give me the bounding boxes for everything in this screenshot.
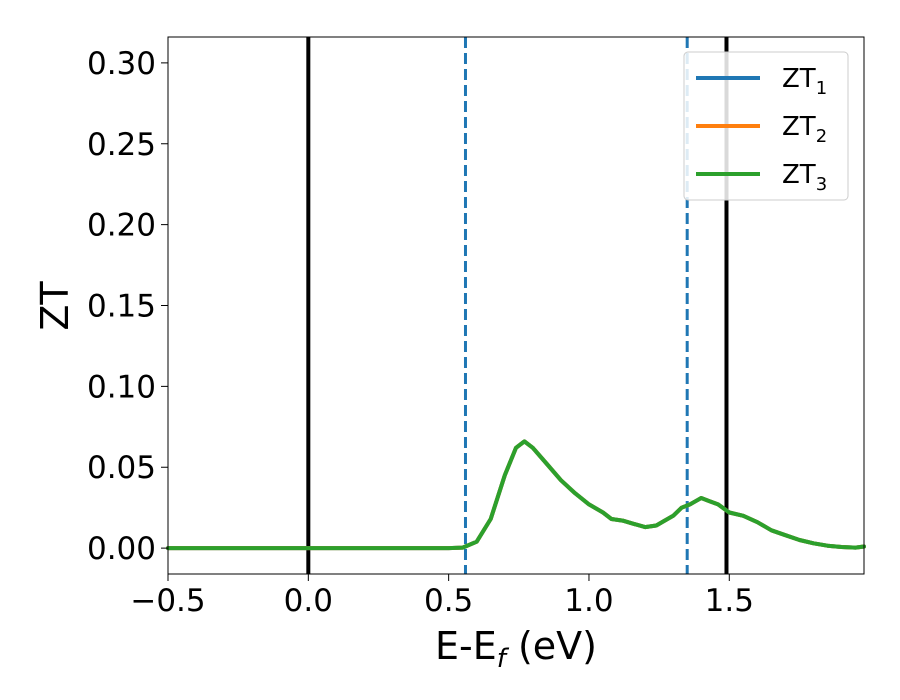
legend-box <box>683 51 849 201</box>
y-tick-label: 0.25 <box>87 127 156 163</box>
x-axis-label-main: E-E <box>435 624 497 668</box>
y-tick-label: 0.15 <box>87 289 156 325</box>
y-tick-label: 0.30 <box>87 46 156 82</box>
y-tick-label: 0.20 <box>87 208 156 244</box>
series-lines <box>166 439 866 551</box>
x-axis-label: E-Ef (eV) <box>435 624 597 674</box>
x-tick-label: −0.5 <box>130 583 205 619</box>
x-tick-label: 0.5 <box>424 583 473 619</box>
y-tick-label: 0.00 <box>87 531 156 567</box>
legend-label-zt3: ZT3 <box>782 160 827 195</box>
x-tick-label: 1.0 <box>564 583 613 619</box>
x-tick-label: 0.0 <box>284 583 333 619</box>
x-tick-label: 1.5 <box>705 583 754 619</box>
y-tick-label: 0.10 <box>87 369 156 405</box>
y-tick-label: 0.05 <box>87 450 156 486</box>
y-axis-label: ZT <box>33 281 77 331</box>
legend-label-zt2: ZT2 <box>782 112 827 147</box>
legend-label-zt1: ZT1 <box>782 64 827 99</box>
y-axis-ticks: 0.00 0.05 0.10 0.15 0.20 0.25 0.30 <box>87 46 168 567</box>
legend: ZT1 ZT2 ZT3 <box>683 51 849 201</box>
series-line-zt3 <box>166 439 866 551</box>
x-axis-ticks: −0.5 0.0 0.5 1.0 1.5 <box>130 574 754 619</box>
x-axis-label-unit: (eV) <box>506 624 597 668</box>
